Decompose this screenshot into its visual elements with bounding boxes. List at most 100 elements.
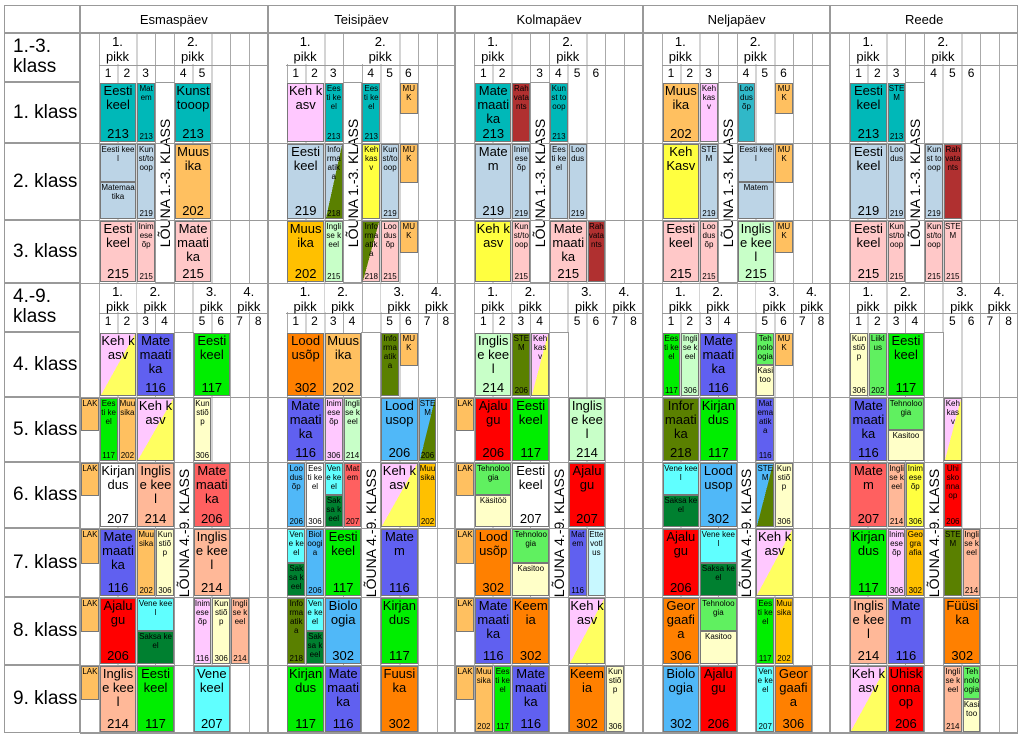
lesson-subject: Kasitoo	[963, 700, 980, 718]
lesson-cell: Loodusõp 206	[287, 463, 306, 527]
lesson-cell: Inimeseõp 306	[324, 398, 343, 461]
lesson-room: 202	[669, 126, 692, 141]
lesson-cell: Keh kasv	[99, 333, 137, 396]
lesson-subject: Ajalugu	[703, 666, 733, 695]
lesson-subject: Eesti keel	[666, 221, 696, 250]
lesson-subject: Kunstiõp	[776, 464, 792, 491]
lesson-room: 116	[107, 580, 129, 595]
lesson-cell: Kunstiõp 306	[850, 333, 868, 396]
lesson-subject: Vene keel	[288, 530, 304, 557]
lesson-cell: Tehnoloogia	[700, 598, 737, 631]
lesson-room: 214	[144, 511, 167, 526]
lesson-room: 306	[327, 451, 341, 460]
lesson-subject: Eesti keel	[757, 599, 773, 626]
lesson-cell: Matem 116	[381, 529, 418, 596]
lesson-subject: Vene keel	[138, 599, 173, 617]
lesson-room: 302	[707, 511, 730, 526]
lesson-number: 2	[123, 314, 131, 328]
lesson-subject: Kunstiõp	[214, 599, 229, 626]
lesson-cell: Inglise keel 215	[737, 221, 775, 282]
lesson-room: 219	[570, 209, 585, 218]
lesson-room: 213	[139, 132, 153, 141]
pikk-label: 2. pikk	[887, 284, 924, 314]
lesson-cell: Kunstiõp 306	[156, 529, 174, 596]
lesson-subject: STEM	[945, 222, 961, 240]
lesson-subject: Rahvatants	[945, 145, 961, 172]
lesson-number: 5	[948, 66, 956, 80]
pikk-label: 2. pikk	[550, 34, 586, 64]
lesson-subject: STEM	[701, 145, 717, 163]
lesson-cell: Saksa keel	[306, 631, 324, 664]
lesson-subject: LAK	[82, 667, 98, 676]
lesson-subject: Tehnoloogia	[514, 530, 547, 548]
lesson-cell: Eesti keel 117	[193, 333, 231, 396]
number-row-line	[849, 65, 1018, 66]
lesson-subject: Matemaatika	[139, 333, 172, 376]
lesson-cell: Informaatika 218	[324, 144, 343, 219]
lesson-room: 207	[107, 511, 129, 526]
lesson-number: 1	[292, 314, 300, 328]
lesson-room: 116	[196, 654, 209, 663]
lesson-subject: Inglise keel	[852, 598, 885, 641]
lesson-subject: Kunst tooop	[551, 84, 567, 111]
lesson-cell: MUK	[399, 221, 418, 253]
lesson-cell: Kasitoo	[700, 631, 737, 664]
lesson-subject: Eesti keel	[891, 333, 921, 362]
day-header-4: Reede	[830, 5, 1018, 33]
lesson-cell: Eesti keel 117	[99, 398, 118, 461]
lesson-subject: Loodusõp	[702, 222, 716, 249]
lesson-subject: MUK	[777, 84, 791, 102]
pikk-label: 3. pikk	[756, 284, 792, 314]
lesson-cell: Matemaatika 215	[550, 221, 587, 282]
lesson-room: 213	[552, 132, 566, 141]
lesson-cell: Muusika 202	[474, 666, 493, 732]
row-divider	[80, 220, 1018, 221]
lesson-cell: MUK	[775, 221, 793, 253]
lesson-room: 218	[669, 445, 692, 460]
lesson-cell: Saksa keel	[700, 562, 737, 596]
lesson-subject: Kunst tooop	[926, 145, 942, 172]
lesson-cell: Matem 207	[343, 463, 362, 527]
lesson-subject: LAK	[457, 464, 473, 473]
lesson-subject: Muusika	[776, 599, 792, 617]
lesson-cell: Keh kasv	[287, 83, 324, 142]
lesson-number: 6	[780, 314, 787, 328]
lesson-cell: Saksa keel	[137, 631, 174, 664]
lesson-subject: Muusika	[419, 464, 436, 482]
lesson-cell: Keh kasv	[137, 398, 174, 461]
lesson-cell: STEM 206	[418, 398, 437, 461]
lesson-cell: LAK	[81, 463, 99, 497]
pikk-label: 2. pikk	[137, 284, 173, 314]
lesson-cell: Inimeseõp 116	[193, 598, 212, 664]
lesson-number: 1	[667, 314, 675, 328]
lesson-subject: Keh Kasv	[666, 144, 696, 173]
pikk-label: 2. pikk	[700, 284, 736, 314]
day-header-3: Neljapäev	[642, 5, 831, 33]
lunch-break-column: LÕUNA 4.-9. KLASS	[736, 332, 757, 733]
lesson-subject: Keh kasv	[945, 399, 960, 426]
lesson-subject: Matem	[853, 463, 883, 492]
lesson-room: 202	[871, 386, 885, 395]
lesson-number: 3	[892, 66, 900, 80]
lesson-subject: Matem	[478, 144, 508, 173]
lesson-room: 219	[889, 209, 904, 218]
lesson-room: 219	[702, 209, 716, 218]
lesson-cell: Vene keel	[287, 529, 306, 563]
lesson-cell: Uhiskonnaop 206	[943, 463, 962, 527]
pikk-label: 4. pikk	[418, 284, 455, 314]
lesson-number: 6	[967, 314, 975, 328]
lesson-cell: Ajalugu 206	[99, 598, 137, 664]
pikk-label: 4. pikk	[981, 284, 1017, 314]
lesson-subject: Matemaatika	[477, 83, 510, 126]
lesson-cell: Inglise keel 214	[193, 529, 231, 596]
lesson-room: 306	[782, 716, 805, 731]
lesson-subject: Kunst/tooop	[513, 222, 529, 249]
lesson-number: 2	[873, 314, 881, 328]
lesson-cell: Vene keel	[306, 598, 324, 631]
lesson-cell: Keh kasv	[568, 598, 606, 664]
lesson-room: 202	[294, 266, 317, 281]
lesson-number: 6	[780, 66, 787, 80]
lesson-number: 1	[479, 314, 487, 328]
lesson-subject: MUK	[777, 145, 791, 163]
lesson-subject: Loodusõp	[289, 464, 303, 491]
